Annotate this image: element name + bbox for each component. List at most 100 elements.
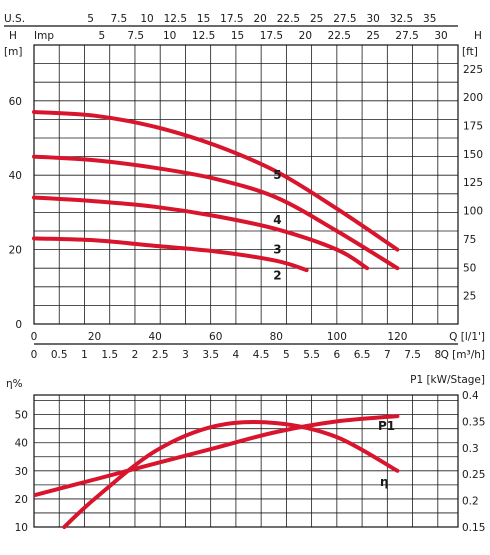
right-ft-tick: 25 bbox=[463, 291, 476, 303]
p1-tick: 0.2 bbox=[462, 496, 479, 508]
p1-tick: 0.3 bbox=[462, 443, 479, 455]
us-gpm-tick: 17.5 bbox=[220, 13, 243, 25]
head-curve-label-4: 4 bbox=[273, 213, 281, 227]
q-lpm-tick: 0 bbox=[31, 331, 38, 343]
p1-tick: 0.25 bbox=[462, 469, 485, 481]
q-lpm-tick: 40 bbox=[148, 331, 161, 343]
eff-tick: 40 bbox=[15, 438, 28, 450]
head-curve-5 bbox=[32, 110, 400, 252]
us-gpm-tick: 22.5 bbox=[277, 13, 300, 25]
right-ft-tick: 200 bbox=[463, 92, 483, 104]
us-gpm-tick: 30 bbox=[367, 13, 380, 25]
head-curve-label-2: 2 bbox=[273, 269, 281, 283]
eta-series-label: η bbox=[380, 475, 389, 489]
q-m3h-tick: 2.5 bbox=[152, 349, 169, 361]
q-m3h-tick: 3.5 bbox=[202, 349, 219, 361]
us-gpm-tick: 10 bbox=[140, 13, 153, 25]
right-ft-tick: 225 bbox=[463, 64, 483, 76]
left-head-tick: 20 bbox=[9, 245, 22, 257]
head-curve-label-3: 3 bbox=[273, 243, 281, 257]
head-chart-axes: U.S. 5 7.5 10 12.5 15 17.5 20 22.5 25 27.5 30 32.5 35… bbox=[4, 13, 485, 361]
eff-tick: 30 bbox=[15, 466, 28, 478]
right-ft-tick: 50 bbox=[463, 262, 476, 274]
p1-series-label: P1 bbox=[378, 419, 395, 433]
q-m3h-tick: 7.5 bbox=[404, 349, 421, 361]
q-m3h-tick: 5 bbox=[283, 349, 290, 361]
us-gpm-tick: 35 bbox=[423, 13, 436, 25]
imp-gpm-tick: 17.5 bbox=[260, 30, 283, 42]
p1-tick: 0.15 bbox=[462, 522, 485, 534]
us-gpm-axis-label: U.S. bbox=[4, 13, 25, 25]
q-lpm-tick: 100 bbox=[327, 331, 347, 343]
q-m3h-tick: 4 bbox=[233, 349, 240, 361]
us-gpm-tick: 20 bbox=[253, 13, 266, 25]
p1-tick: 0.4 bbox=[462, 390, 479, 402]
eff-tick: 50 bbox=[15, 410, 28, 422]
us-gpm-tick: 25 bbox=[310, 13, 323, 25]
imp-gpm-axis-label: Imp bbox=[34, 30, 54, 42]
q-m3h-tick: 8 bbox=[434, 349, 441, 361]
q-m3h-tick: 6.5 bbox=[354, 349, 371, 361]
q-lpm-axis-label: Q [l/1'] bbox=[449, 331, 485, 343]
imp-gpm-tick: 27.5 bbox=[395, 30, 418, 42]
head-chart-curves bbox=[32, 110, 400, 273]
p1-tick: 0.35 bbox=[462, 416, 485, 428]
right-ft-tick: 175 bbox=[463, 121, 483, 133]
imp-gpm-tick: 25 bbox=[367, 30, 380, 42]
q-lpm-tick: 80 bbox=[270, 331, 283, 343]
right-ft-tick: 75 bbox=[463, 234, 476, 246]
imp-gpm-tick: 15 bbox=[231, 30, 244, 42]
q-m3h-tick: 1.5 bbox=[101, 349, 118, 361]
q-m3h-tick: 1 bbox=[81, 349, 88, 361]
q-lpm-tick: 20 bbox=[88, 331, 101, 343]
q-m3h-tick: 0.5 bbox=[51, 349, 68, 361]
left-head-symbol: H bbox=[9, 30, 17, 42]
head-chart-curve-labels: 5 4 3 2 bbox=[273, 168, 281, 282]
eff-chart-frame bbox=[33, 394, 459, 528]
eff-curve-p1 bbox=[34, 414, 400, 498]
us-gpm-tick: 15 bbox=[197, 13, 210, 25]
head-curve-4 bbox=[32, 154, 400, 271]
q-m3h-tick: 3 bbox=[182, 349, 189, 361]
head-curve-label-5: 5 bbox=[273, 168, 281, 182]
imp-gpm-tick: 20 bbox=[299, 30, 312, 42]
q-m3h-tick: 4.5 bbox=[253, 349, 270, 361]
head-curve-2 bbox=[32, 236, 309, 273]
imp-gpm-tick: 5 bbox=[98, 30, 105, 42]
left-head-tick: 0 bbox=[15, 319, 22, 331]
imp-gpm-tick: 30 bbox=[434, 30, 447, 42]
us-gpm-tick: 27.5 bbox=[333, 13, 356, 25]
efficiency-chart-curves bbox=[34, 414, 400, 529]
us-gpm-tick: 12.5 bbox=[164, 13, 187, 25]
imp-gpm-tick: 7.5 bbox=[127, 30, 144, 42]
right-ft-tick: 100 bbox=[463, 206, 483, 218]
right-ft-tick: 125 bbox=[463, 177, 483, 189]
q-m3h-tick: 5.5 bbox=[303, 349, 320, 361]
eff-tick: 10 bbox=[15, 522, 28, 534]
q-lpm-tick: 60 bbox=[209, 331, 222, 343]
eff-tick: 20 bbox=[15, 494, 28, 506]
left-head-tick: 60 bbox=[9, 96, 22, 108]
q-m3h-tick: 7 bbox=[384, 349, 391, 361]
q-m3h-tick: 6 bbox=[334, 349, 341, 361]
q-m3h-tick: 2 bbox=[132, 349, 139, 361]
imp-gpm-tick: 10 bbox=[163, 30, 176, 42]
us-gpm-tick: 7.5 bbox=[110, 13, 127, 25]
imp-gpm-tick: 22.5 bbox=[328, 30, 351, 42]
us-gpm-tick: 32.5 bbox=[390, 13, 413, 25]
right-head-symbol: H bbox=[474, 30, 482, 42]
right-head-unit: [ft] bbox=[462, 46, 478, 58]
p1-axis-label: P1 [kW/Stage] bbox=[410, 374, 485, 386]
right-ft-tick: 150 bbox=[463, 149, 483, 161]
efficiency-chart-axes: P1 η η% 10 20 30 40 50 P1 [kW/Stage] 0.15 0.2 0.25 0… bbox=[6, 374, 485, 534]
eff-curve-eta bbox=[62, 419, 400, 529]
head-chart-grid bbox=[33, 44, 459, 325]
q-m3h-tick: 0 bbox=[31, 349, 38, 361]
q-lpm-tick: 120 bbox=[387, 331, 407, 343]
head-curve-3 bbox=[32, 195, 370, 271]
q-m3h-axis-label: Q [m³/h] bbox=[441, 349, 485, 361]
head-chart-frame bbox=[33, 44, 459, 325]
left-head-unit: [m] bbox=[4, 46, 22, 58]
left-head-tick: 40 bbox=[9, 170, 22, 182]
